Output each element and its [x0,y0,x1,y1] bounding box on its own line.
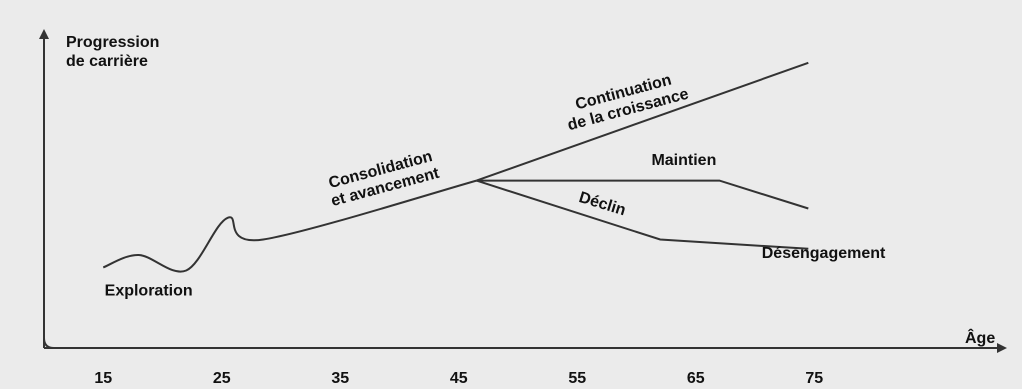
stage-label-continuation: Continuationde la croissance [561,68,690,134]
y-axis-label-line1: Progression [66,34,159,51]
x-axis-label: Âge [965,328,995,347]
axis-corner [43,337,55,349]
series-line-1 [476,61,809,182]
stage-label-desengagement-line-1: Désengagement [762,245,886,262]
y-axis-label-line2: de carrière [66,53,148,70]
x-tick-labels: 15 25 35 45 55 65 75 [94,370,823,387]
x-tick-label-65: 65 [687,370,705,387]
x-tick-label-55: 55 [568,370,586,387]
stage-label-consolidation: Consolidationet avancement [325,147,442,210]
stage-label-exploration: Exploration [105,282,193,299]
stage-label-maintien: Maintien [651,152,716,169]
stage-label-desengagement: Désengagement [762,245,886,262]
x-tick-label-75: 75 [805,370,823,387]
x-tick-label-25: 25 [213,370,231,387]
x-tick-label-45: 45 [450,370,468,387]
stage-labels: Exploration Consolidationet avancement Con… [105,68,886,300]
series-lines [102,61,809,273]
x-tick-label-35: 35 [331,370,349,387]
series-line-3 [476,179,809,250]
series-line-0 [102,179,477,273]
series-line-2 [476,179,809,210]
stage-label-maintien-line-1: Maintien [651,152,716,169]
x-tick-label-15: 15 [94,370,112,387]
stage-label-exploration-line-1: Exploration [105,282,193,299]
